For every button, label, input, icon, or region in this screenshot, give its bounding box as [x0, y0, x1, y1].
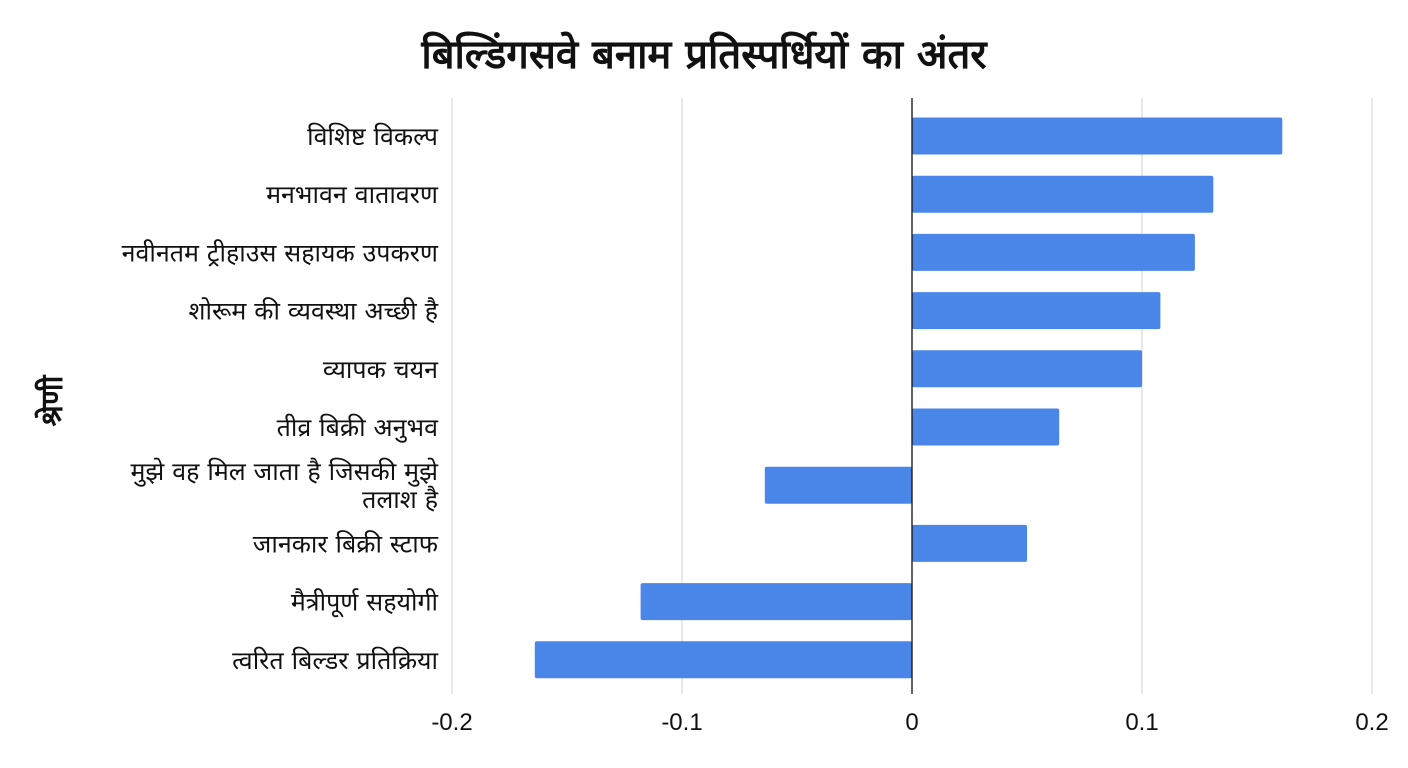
category-label: तीव्र बिक्री अनुभव: [277, 413, 439, 443]
chart-title: बिल्डिंगसवे बनाम प्रतिस्पर्धियों का अंतर: [420, 31, 988, 78]
bar: [912, 350, 1142, 388]
category-label: मनभावन वातावरण: [266, 180, 439, 209]
bars: [534, 117, 1283, 679]
category-label: मुझे वह मिल जाता है जिसकी मुझे तलाश है: [130, 457, 439, 514]
y-axis-label: श्रेणी: [34, 374, 70, 426]
category-label: नवीनतम ट्रीहाउस सहायक उपकरण: [122, 238, 439, 267]
bar: [764, 466, 912, 504]
bar: [534, 641, 912, 679]
category-label: व्यापक चयन: [323, 355, 439, 384]
x-tick-label: 0: [905, 709, 918, 736]
bar: [912, 117, 1283, 155]
category-label: विशिष्ट विकल्प: [307, 122, 439, 151]
x-tick-label: -0.1: [661, 709, 702, 736]
x-tick-label: 0.1: [1125, 709, 1158, 736]
category-label: मैत्रीपूर्ण सहयोगी: [291, 588, 439, 618]
x-tick-label: 0.2: [1355, 709, 1388, 736]
bar: [912, 292, 1161, 330]
category-labels: विशिष्ट विकल्प मनभावन वातावरण नवीनतम ट्रीह…: [122, 122, 439, 675]
bar: [912, 175, 1214, 213]
category-label: त्वरित बिल्डर प्रतिक्रिया: [232, 646, 438, 675]
bar: [640, 583, 912, 621]
category-label: जानकार बिक्री स्टाफ: [253, 529, 439, 558]
x-tick-labels: -0.2 -0.1 0 0.1 0.2: [431, 709, 1388, 736]
x-tick-label: -0.2: [431, 709, 472, 736]
bar: [912, 233, 1195, 271]
category-label: शोरूम की व्यवस्था अच्छी है: [188, 297, 438, 326]
bar: [912, 408, 1060, 446]
bar: [912, 524, 1027, 562]
